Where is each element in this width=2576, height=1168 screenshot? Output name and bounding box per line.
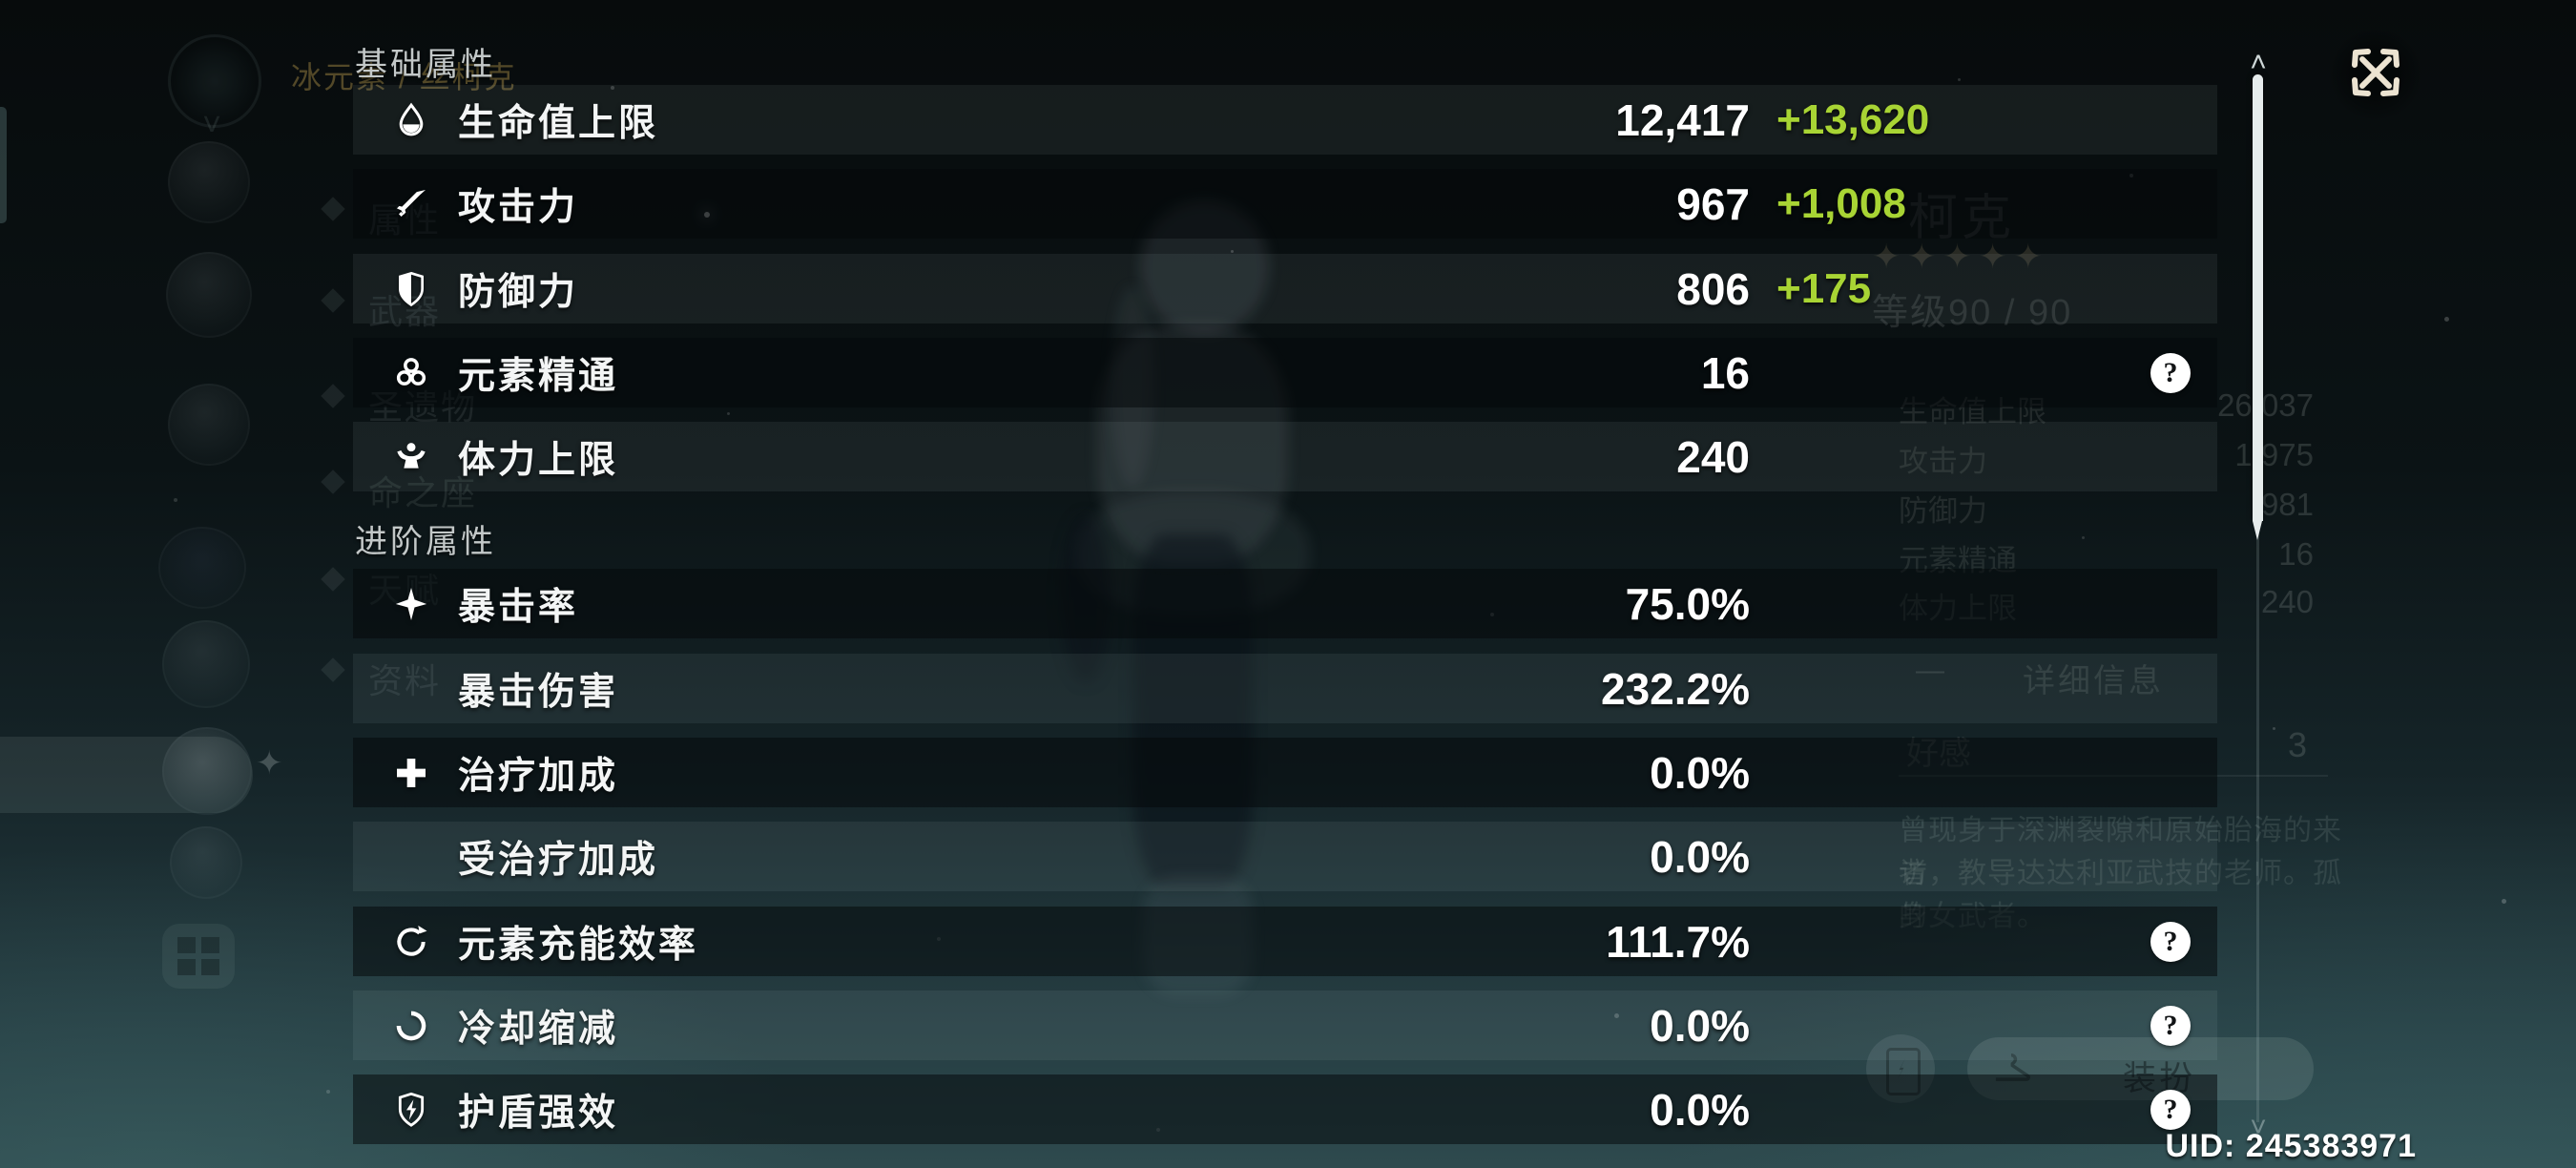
bg-collapse-dash: — xyxy=(1916,655,1944,686)
selected-avatar-highlight xyxy=(0,737,253,813)
bg-element-name-caption: 冰元素 / 丝柯克 xyxy=(291,60,517,94)
stat-value: 12,417 xyxy=(1615,94,1750,145)
stat-label: 防御力 xyxy=(458,271,579,313)
cryo-element-emblem xyxy=(168,34,261,128)
stat-row: 防御力 806 +175 xyxy=(353,254,2217,323)
bg-bio-line: 曾现身于深渊裂隙和原始胎海的来访 xyxy=(1899,815,2342,889)
party-avatar xyxy=(158,527,246,609)
stat-row: 元素充能效率 111.7%? xyxy=(353,907,2217,976)
bg-stat-value: 981 xyxy=(2260,487,2314,522)
uid-text: UID: 245383971 xyxy=(2165,1128,2417,1164)
elemental-mastery-icon xyxy=(392,354,430,392)
stat-bonus-value: +13,620 xyxy=(1776,95,1930,143)
stat-row: 元素精通 16? xyxy=(353,338,2217,407)
bg-menu-item: 资料 xyxy=(321,654,441,703)
scroll-up-arrow[interactable]: ˄ xyxy=(2250,47,2267,78)
help-icon[interactable]: ? xyxy=(2150,1005,2191,1046)
stat-value: 806 xyxy=(1676,263,1750,314)
stat-row: 暴击伤害 232.2% xyxy=(353,654,2217,723)
shield-strength-icon xyxy=(392,1091,430,1129)
stat-label: 暴击率 xyxy=(458,586,579,628)
stat-row: 冷却缩减 0.0%? xyxy=(353,991,2217,1060)
diamond-bullet-icon xyxy=(321,384,345,408)
close-button[interactable] xyxy=(2328,27,2423,122)
cooldown-icon xyxy=(392,1007,430,1045)
party-avatar xyxy=(166,252,252,338)
chevron-down-icon: ˅ xyxy=(202,107,221,143)
diamond-bullet-icon xyxy=(321,567,345,592)
party-avatar xyxy=(168,384,250,466)
stat-label: 攻击力 xyxy=(458,186,579,228)
sparkle-icon: ✦ xyxy=(256,745,283,782)
scrollbar-track[interactable] xyxy=(2256,84,2259,1122)
bg-stat-value: 26,037 xyxy=(2217,387,2314,423)
help-icon[interactable]: ? xyxy=(2150,352,2191,393)
stat-label: 元素精通 xyxy=(458,355,619,397)
stat-label: 护盾强效 xyxy=(458,1092,619,1134)
diamond-bullet-icon xyxy=(321,657,345,682)
stat-value: 0.0% xyxy=(1650,747,1750,798)
stat-value: 232.2% xyxy=(1600,663,1750,714)
party-avatar xyxy=(162,620,250,708)
defense-shield-icon xyxy=(392,270,430,308)
diamond-bullet-icon xyxy=(321,469,345,494)
stat-bonus-value: +175 xyxy=(1776,264,1872,312)
bg-stat-value: 240 xyxy=(2260,584,2314,619)
stat-label: 受治疗加成 xyxy=(458,839,659,881)
stat-bonus-value: +1,008 xyxy=(1776,179,1906,227)
bg-stat-value: 16 xyxy=(2278,536,2314,572)
energy-recharge-icon xyxy=(392,923,430,961)
stat-value: 0.0% xyxy=(1650,1000,1750,1051)
stat-label: 体力上限 xyxy=(458,439,619,481)
party-avatar xyxy=(168,141,250,223)
stat-label: 生命值上限 xyxy=(458,102,659,144)
bg-rarity-stars: ✦✦✦✦✦ xyxy=(1872,237,2049,276)
attack-sword-icon xyxy=(392,185,430,223)
selected-party-avatar xyxy=(162,727,252,815)
bg-stat-value: 1,975 xyxy=(2234,437,2314,472)
help-icon[interactable]: ? xyxy=(2150,921,2191,962)
bg-friendship-value: 3 xyxy=(2287,725,2307,764)
bg-character-level: 等级90 / 90 xyxy=(1872,293,2073,333)
help-icon[interactable]: ? xyxy=(2150,1089,2191,1130)
stat-value: 0.0% xyxy=(1650,831,1750,882)
stamina-icon xyxy=(392,438,430,476)
stat-label: 元素充能效率 xyxy=(458,924,699,966)
bg-menu-item: 命之座 xyxy=(321,466,477,515)
stat-row: 治疗加成 0.0% xyxy=(353,738,2217,807)
stat-row: 体力上限 240 xyxy=(353,422,2217,491)
screen-edge-highlight xyxy=(0,107,7,223)
crit-rate-icon xyxy=(392,585,430,623)
diamond-bullet-icon xyxy=(321,197,345,221)
stat-row: 护盾强效 0.0%? xyxy=(353,1074,2217,1144)
stat-row: 受治疗加成 0.0% xyxy=(353,822,2217,891)
hp-drop-icon xyxy=(392,101,430,139)
stat-row: 生命值上限 12,417 +13,620 xyxy=(353,85,2217,155)
stat-value: 240 xyxy=(1676,431,1750,482)
stat-value: 0.0% xyxy=(1650,1084,1750,1135)
healing-bonus-icon xyxy=(392,754,430,792)
bg-details-button: 详细信息 xyxy=(2023,663,2164,699)
scrollbar-thumb[interactable] xyxy=(2253,74,2263,540)
bg-stat-label: 防御力 xyxy=(1899,494,1987,528)
stat-label: 冷却缩减 xyxy=(458,1008,619,1050)
section-title: 进阶属性 xyxy=(355,524,496,560)
party-setup-grid-button xyxy=(162,924,235,989)
stat-label: 治疗加成 xyxy=(458,755,619,797)
stat-value: 16 xyxy=(1700,347,1750,398)
section-title: 基础属性 xyxy=(355,47,496,83)
stat-row: 暴击率 75.0% xyxy=(353,569,2217,638)
stat-label: 暴击伤害 xyxy=(458,671,619,713)
stat-value: 75.0% xyxy=(1625,578,1750,629)
close-icon xyxy=(2352,49,2399,96)
stat-value: 111.7% xyxy=(1606,916,1750,967)
party-avatar xyxy=(170,826,242,899)
stat-row: 攻击力 967 +1,008 xyxy=(353,169,2217,239)
stat-value: 967 xyxy=(1676,178,1750,229)
scroll-down-arrow[interactable]: ˅ xyxy=(2250,1112,2267,1143)
bg-stat-label: 攻击力 xyxy=(1899,445,1987,478)
diamond-bullet-icon xyxy=(321,288,345,313)
